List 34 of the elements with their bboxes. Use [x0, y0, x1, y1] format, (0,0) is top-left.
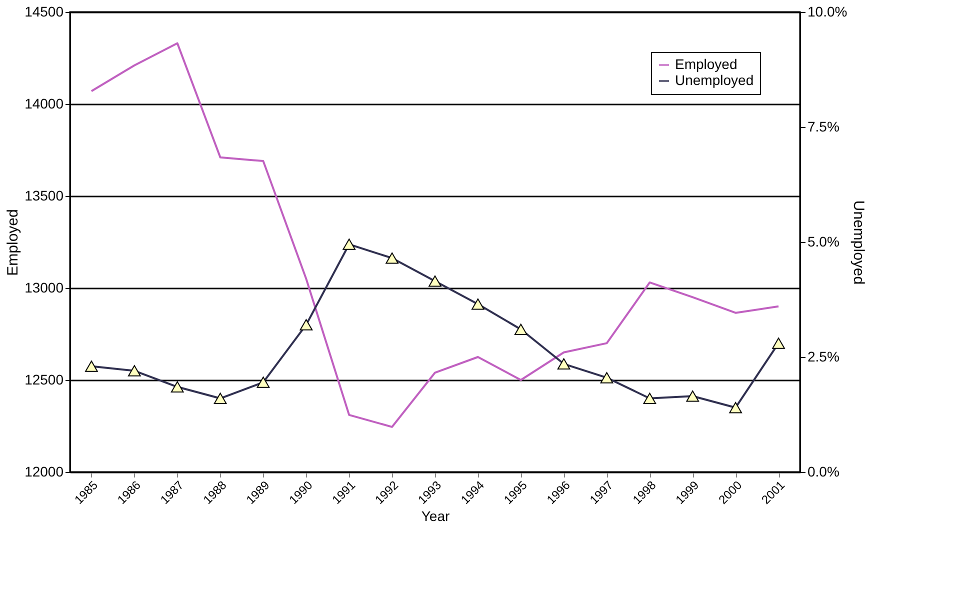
y-tick-label: 14500: [24, 4, 64, 20]
point: [772, 338, 785, 349]
y2-tick-label: 2.5%: [808, 348, 840, 364]
x-axis-title: Year: [421, 508, 450, 524]
point: [472, 298, 484, 310]
y2-axis-title: Unemployed: [850, 200, 868, 285]
y-tick-label: 12500: [24, 372, 64, 388]
y-tick-label: 12000: [24, 464, 64, 480]
point: [643, 392, 656, 404]
point: [128, 365, 141, 376]
point: [686, 390, 700, 402]
y-tick-label: 13000: [24, 280, 64, 296]
point: [85, 360, 98, 372]
legend-label: Employed: [675, 56, 738, 72]
point: [256, 376, 270, 388]
point: [729, 402, 742, 414]
point: [428, 275, 442, 287]
y2-tick-label: 10.0%: [808, 4, 848, 20]
point: [214, 392, 227, 404]
point: [514, 324, 528, 336]
point: [386, 252, 398, 264]
point: [342, 238, 356, 250]
line-series: [90, 42, 780, 428]
y2-tick-label: 7.5%: [808, 118, 840, 134]
y-tick-label: 13500: [24, 188, 64, 204]
y2-tick-label: 0.0%: [808, 464, 840, 480]
y-axis-title: Employed: [4, 209, 22, 276]
legend-label: Unemployed: [675, 72, 754, 88]
y-tick-label: 14000: [24, 96, 64, 112]
point: [170, 381, 184, 393]
point: [600, 372, 614, 384]
point: [300, 319, 313, 330]
y2-tick-label: 5.0%: [808, 234, 840, 250]
point: [557, 358, 570, 370]
